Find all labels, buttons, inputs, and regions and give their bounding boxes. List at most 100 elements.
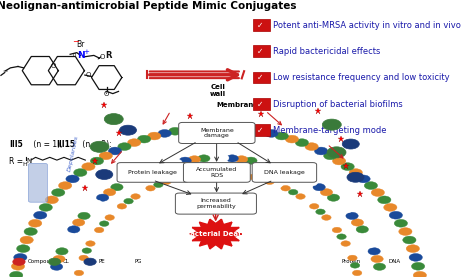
- Circle shape: [378, 226, 388, 232]
- Circle shape: [99, 152, 112, 160]
- Circle shape: [236, 156, 248, 163]
- Circle shape: [190, 124, 203, 132]
- Circle shape: [104, 114, 123, 125]
- Circle shape: [341, 163, 354, 170]
- Circle shape: [382, 232, 392, 238]
- FancyBboxPatch shape: [117, 163, 189, 182]
- Circle shape: [68, 226, 80, 233]
- Circle shape: [281, 186, 291, 191]
- Circle shape: [134, 155, 144, 160]
- Circle shape: [263, 161, 275, 168]
- Polygon shape: [216, 234, 239, 241]
- Text: Membrane: Membrane: [216, 102, 258, 109]
- Circle shape: [337, 234, 346, 239]
- Circle shape: [371, 189, 384, 196]
- Text: R: R: [105, 51, 111, 60]
- Circle shape: [42, 238, 51, 244]
- Circle shape: [66, 175, 79, 183]
- Text: PE: PE: [99, 259, 105, 264]
- Circle shape: [119, 258, 132, 265]
- Circle shape: [143, 167, 155, 174]
- Circle shape: [90, 141, 109, 152]
- Circle shape: [297, 175, 310, 182]
- Text: DNA leakage: DNA leakage: [264, 170, 305, 175]
- Circle shape: [105, 215, 114, 220]
- FancyBboxPatch shape: [253, 98, 270, 110]
- Circle shape: [374, 220, 384, 225]
- Circle shape: [229, 140, 239, 146]
- Circle shape: [56, 248, 68, 255]
- Circle shape: [233, 124, 246, 132]
- FancyBboxPatch shape: [253, 72, 270, 83]
- Circle shape: [207, 154, 219, 161]
- Polygon shape: [192, 227, 216, 234]
- Circle shape: [371, 214, 380, 219]
- Circle shape: [295, 139, 309, 147]
- Circle shape: [231, 171, 240, 177]
- Text: O: O: [51, 63, 56, 69]
- Circle shape: [371, 255, 383, 263]
- Circle shape: [368, 248, 380, 255]
- Polygon shape: [210, 234, 216, 249]
- Circle shape: [248, 174, 257, 180]
- Polygon shape: [216, 219, 223, 234]
- Circle shape: [52, 189, 65, 196]
- Circle shape: [157, 147, 166, 153]
- Circle shape: [204, 171, 214, 176]
- Polygon shape: [216, 234, 223, 249]
- Circle shape: [165, 145, 174, 151]
- Circle shape: [135, 171, 147, 178]
- Circle shape: [9, 271, 23, 277]
- Circle shape: [213, 170, 223, 176]
- Circle shape: [256, 176, 266, 182]
- Circle shape: [152, 164, 164, 171]
- Circle shape: [254, 144, 263, 149]
- Text: ✓: ✓: [257, 126, 263, 135]
- Circle shape: [127, 158, 137, 163]
- Circle shape: [118, 143, 131, 150]
- Circle shape: [403, 236, 416, 244]
- Circle shape: [238, 141, 247, 147]
- Text: ✓: ✓: [257, 100, 263, 109]
- Circle shape: [409, 253, 422, 261]
- Circle shape: [339, 182, 349, 188]
- Polygon shape: [216, 227, 239, 234]
- Circle shape: [388, 245, 397, 251]
- Circle shape: [100, 173, 109, 179]
- Circle shape: [181, 142, 190, 148]
- Circle shape: [45, 196, 58, 204]
- Circle shape: [48, 271, 61, 277]
- Circle shape: [345, 187, 355, 192]
- Text: N: N: [26, 158, 32, 165]
- Circle shape: [138, 189, 147, 195]
- Polygon shape: [208, 219, 216, 234]
- Text: Low resistance frequency and low toxicity: Low resistance frequency and low toxicit…: [273, 73, 449, 82]
- Polygon shape: [192, 234, 216, 241]
- Text: n: n: [73, 52, 76, 57]
- Circle shape: [394, 219, 408, 227]
- FancyBboxPatch shape: [175, 193, 256, 214]
- Text: CL: CL: [63, 259, 70, 264]
- Circle shape: [396, 272, 405, 277]
- Circle shape: [82, 248, 91, 253]
- Circle shape: [24, 228, 37, 235]
- Circle shape: [361, 202, 371, 208]
- Circle shape: [146, 186, 155, 191]
- Circle shape: [322, 119, 341, 130]
- Circle shape: [273, 182, 283, 188]
- Polygon shape: [216, 222, 232, 234]
- Text: =: =: [2, 70, 8, 75]
- Polygon shape: [208, 234, 216, 249]
- Circle shape: [197, 140, 207, 146]
- Circle shape: [324, 152, 337, 160]
- Circle shape: [349, 169, 363, 176]
- Circle shape: [320, 169, 330, 175]
- Polygon shape: [216, 234, 242, 236]
- Circle shape: [213, 140, 223, 145]
- Circle shape: [73, 219, 85, 226]
- Circle shape: [205, 140, 215, 146]
- Text: N: N: [77, 51, 84, 60]
- FancyBboxPatch shape: [183, 163, 250, 182]
- Polygon shape: [192, 234, 216, 241]
- Circle shape: [217, 154, 229, 161]
